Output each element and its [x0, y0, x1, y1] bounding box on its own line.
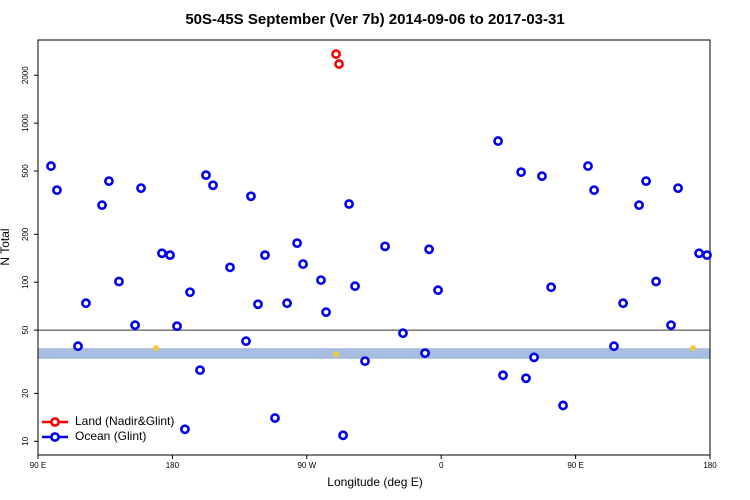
data-point: [201, 170, 211, 181]
data-point: [185, 287, 195, 298]
data-point: [316, 275, 326, 286]
data-point: [338, 430, 348, 441]
y-axis-label: N Total: [0, 228, 12, 265]
data-point: [521, 373, 531, 384]
data-point: [589, 185, 600, 196]
data-point: [136, 183, 146, 194]
band: [38, 348, 710, 359]
data-point: [165, 250, 175, 261]
legend-label: Land (Nadir&Glint): [75, 414, 174, 428]
x-tick-label: 90 W: [297, 461, 316, 470]
data-point: [433, 285, 443, 296]
data-point: [292, 238, 302, 249]
x-tick-label: 180: [166, 461, 180, 470]
y-tick-label: 50: [21, 325, 30, 334]
data-point: [516, 167, 526, 178]
y-tick-label: 2000: [21, 66, 30, 84]
data-point: [634, 200, 644, 211]
data-point: [46, 161, 56, 171]
data-point: [195, 365, 205, 376]
data-point: [529, 352, 539, 363]
data-point: [641, 176, 651, 187]
data-point: [537, 171, 547, 182]
x-tick-label: 180: [703, 461, 717, 470]
y-tick-label: 20: [21, 388, 30, 397]
data-point: [344, 199, 354, 209]
data-point: [420, 348, 430, 359]
data-point: [282, 298, 292, 309]
data-point: [558, 400, 568, 411]
data-point: [73, 341, 83, 352]
legend-label: Ocean (Glint): [75, 429, 146, 443]
plot-frame: [37, 39, 711, 456]
data-point: [546, 282, 557, 293]
data-point: [157, 248, 167, 259]
data-point: [334, 59, 344, 69]
y-tick-label: 500: [21, 164, 30, 178]
data-point: [609, 341, 619, 352]
chart-title: 50S-45S September (Ver 7b) 2014-09-06 to…: [185, 11, 564, 28]
data-point: [424, 244, 435, 255]
data-point: [52, 185, 62, 196]
x-axis-label: Longitude (deg E): [327, 475, 422, 489]
data-point: [104, 176, 114, 187]
data-point: [618, 298, 628, 309]
x-tick-label: 0: [439, 461, 444, 470]
x-tick-label: 90 E: [30, 461, 46, 470]
data-point: [246, 191, 256, 202]
data-point: [673, 183, 683, 194]
data-point: [331, 49, 341, 59]
legend-marker: [50, 417, 60, 427]
data-point: [694, 248, 704, 259]
marker-point: [152, 345, 159, 352]
data-point: [651, 276, 661, 287]
data-point: [241, 336, 251, 347]
data-point: [360, 356, 370, 367]
data-point: [270, 413, 280, 423]
data-point: [583, 161, 593, 171]
y-tick-label: 100: [21, 275, 30, 289]
y-tick-label: 10: [21, 436, 30, 445]
marker-point: [333, 351, 340, 358]
data-point: [498, 370, 508, 381]
data-point: [260, 250, 270, 261]
data-point: [208, 180, 218, 191]
data-point: [493, 136, 503, 146]
data-point: [298, 259, 308, 269]
data-point: [253, 299, 263, 310]
marker-point: [689, 345, 696, 352]
data-point: [114, 276, 124, 287]
y-tick-label: 1000: [21, 114, 30, 132]
data-point: [81, 298, 91, 309]
data-point: [130, 320, 140, 331]
data-point: [321, 307, 331, 318]
data-point: [702, 250, 712, 261]
data-point: [666, 320, 676, 331]
data-point: [225, 262, 235, 273]
data-point: [380, 241, 390, 252]
data-point: [398, 328, 408, 339]
data-point: [180, 424, 190, 435]
y-tick-label: 200: [21, 227, 30, 241]
data-point: [97, 200, 107, 211]
data-point: [350, 281, 360, 292]
legend-marker: [50, 432, 60, 442]
x-tick-label: 90 E: [567, 461, 583, 470]
data-point: [172, 321, 182, 332]
